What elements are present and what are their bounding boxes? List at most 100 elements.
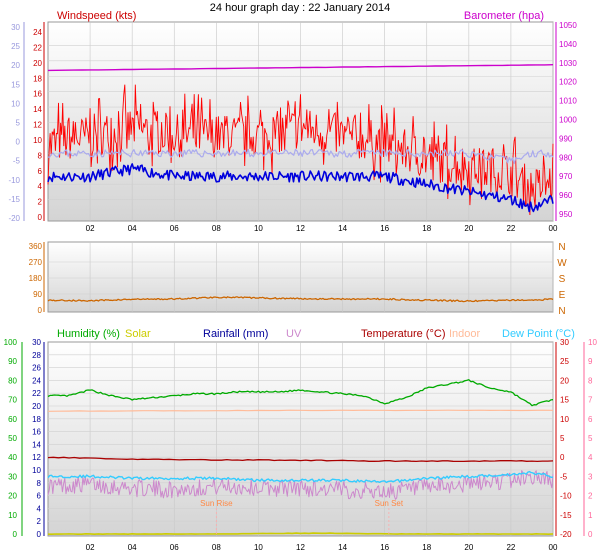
dewpoint-line [47,470,554,484]
x-tick-label-bottom: 22 [506,543,515,552]
legend-solar: Solar [125,328,151,340]
wind-outer-tick: 25 [11,42,20,51]
x-tick-label-bottom: 12 [296,543,305,552]
barometer-tick: 950 [559,210,573,219]
barometer-tick: 1030 [559,59,577,68]
barometer-tick: 990 [559,134,573,143]
direction-tick: 0 [38,306,43,315]
humidity-tick: 70 [8,396,17,405]
uv-tick: 0 [588,530,593,539]
wind-knots-tick: 18 [33,74,42,83]
wind-outer-tick: -15 [8,195,20,204]
wind-knots-tick: 2 [38,198,43,207]
rain-tick: 4 [37,504,42,513]
humidity-tick: 10 [8,511,17,520]
rain-tick: 20 [32,402,41,411]
wind-gust-line [47,84,554,216]
x-tick-label-top: 00 [549,224,558,233]
x-tick-label-top: 02 [86,224,95,233]
compass-label: N [558,242,565,253]
x-tick-label-bottom: 20 [464,543,473,552]
temperature-tick: 10 [560,415,569,424]
wind-knots-tick: 4 [38,182,43,191]
uv-tick: 8 [588,376,593,385]
direction-tick: 270 [29,258,43,267]
rain-tick: 14 [32,440,41,449]
rain-tick: 22 [32,389,41,398]
direction-panel-grid [48,242,554,312]
temperature-tick: 25 [560,357,569,366]
wind-panel-grid [48,22,554,221]
wind-outer-tick: 5 [16,119,21,128]
legend-indoor: Indoor [449,328,481,340]
windspeed-axis-label: Windspeed (kts) [57,10,136,22]
humidity-tick: 90 [8,357,17,366]
rain-tick: 6 [37,492,42,501]
barometer-tick: 1050 [559,21,577,30]
temperature-tick: 20 [560,376,569,385]
x-tick-label-top: 06 [170,224,179,233]
uv-tick: 3 [588,472,593,481]
barometer-tick: 970 [559,172,573,181]
temperature-tick: 15 [560,396,569,405]
humidity-tick: 100 [4,338,18,347]
direction-tick: 180 [29,274,43,283]
rain-tick: 8 [37,479,42,488]
barometer-tick: 980 [559,153,573,162]
humidity-tick: 0 [13,530,18,539]
x-tick-label-top: 08 [212,224,221,233]
temperature-line [47,456,554,463]
temperature-tick: -5 [560,472,568,481]
temperature-tick: 0 [560,453,565,462]
humidity-tick: 60 [8,415,17,424]
rain-tick: 12 [32,453,41,462]
barometer-tick: 1010 [559,97,577,106]
x-tick-label-bottom: 18 [422,543,431,552]
temp-panel-series [47,379,554,536]
x-tick-label-top: 14 [338,224,347,233]
x-tick-label-bottom: 06 [170,543,179,552]
wind-knots-tick: 10 [33,136,42,145]
wind-knots-tick: 0 [38,213,43,222]
direction-panel-series [47,296,554,303]
humidity-tick: 30 [8,472,17,481]
x-tick-label-top: 16 [380,224,389,233]
wind-knots-tick: 6 [38,167,43,176]
rain-tick: 26 [32,364,41,373]
rain-tick: 24 [32,376,41,385]
indoor-temperature-line [47,409,554,412]
direction-tick: 360 [29,242,43,251]
wind-direction-line [47,148,554,164]
chart-title: 24 hour graph day : 22 January 2014 [210,2,390,14]
x-tick-label-top: 12 [296,224,305,233]
uv-tick: 5 [588,434,593,443]
barometer-tick: 960 [559,191,573,200]
barometer-tick: 1000 [559,116,577,125]
rain-tick: 16 [32,428,41,437]
x-tick-label-top: 20 [464,224,473,233]
wind-knots-tick: 24 [33,28,42,37]
uv-tick: 6 [588,415,593,424]
wind-outer-tick: 30 [11,23,20,32]
wind-gust-series [47,84,554,216]
x-axis-ticks: 02 02 04 04 06 06 08 08 10 10 12 12 14 14 16 16 18 18 20 20… [86,224,558,552]
barometer-tick: 1020 [559,78,577,87]
temperature-tick: -20 [560,530,572,539]
wind-panel-series [47,64,554,216]
sun-event-label: Sun Set [375,499,404,508]
uv-tick: 2 [588,492,593,501]
wind-outer-tick: -5 [13,157,21,166]
legend-dewpoint: Dew Point (°C) [502,328,575,340]
wind-knots-tick: 8 [38,151,43,160]
humidity-tick: 20 [8,492,17,501]
wind-outer-tick: -10 [8,176,20,185]
temperature-tick: 5 [560,434,565,443]
wind-panel-ticks: 242220181614121086420302520151050-5-10-1… [8,21,577,223]
x-tick-label-bottom: 04 [128,543,137,552]
rain-tick: 30 [32,338,41,347]
sun-event-label: Sun Rise [200,499,233,508]
x-tick-label-top: 22 [506,224,515,233]
wind-knots-tick: 16 [33,90,42,99]
rain-tick: 10 [32,466,41,475]
